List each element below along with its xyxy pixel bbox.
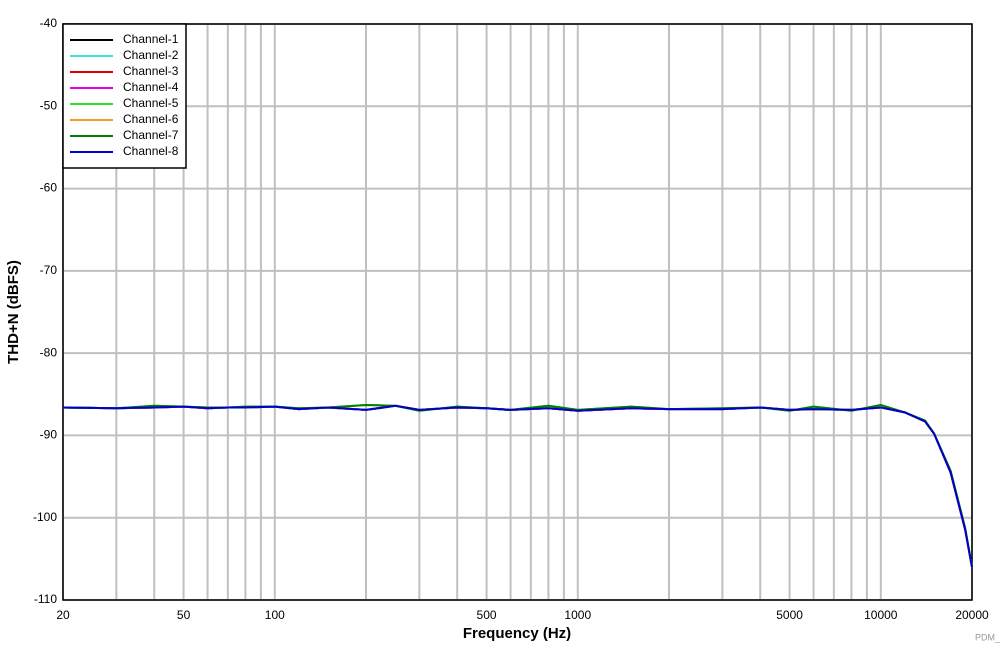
series-line	[62, 404, 973, 568]
y-tick-label: -80	[40, 345, 58, 359]
x-tick-label: 1000	[564, 608, 591, 622]
series-line	[62, 403, 973, 568]
y-tick-label: -40	[40, 16, 58, 30]
y-tick-label: -90	[40, 428, 58, 442]
legend-label: Channel-6	[123, 112, 179, 126]
legend-label: Channel-4	[123, 80, 179, 94]
x-tick-label: 10000	[864, 608, 898, 622]
x-tick-label: 50	[177, 608, 191, 622]
series-line	[62, 403, 973, 568]
x-tick-label: 5000	[776, 608, 803, 622]
series-line	[62, 404, 973, 568]
x-tick-label: 100	[265, 608, 285, 622]
y-tick-label: -70	[40, 263, 58, 277]
series-line	[62, 404, 973, 568]
x-tick-label: 500	[477, 608, 497, 622]
x-tick-label: 20000	[955, 608, 989, 622]
y-axis-title: THD+N (dBFS)	[5, 260, 22, 364]
legend-label: Channel-7	[123, 128, 179, 142]
series-line	[62, 404, 973, 568]
legend-label: Channel-5	[123, 96, 179, 110]
plot-frame	[62, 23, 973, 601]
y-tick-label: -60	[40, 181, 58, 195]
watermark: PDM_	[975, 632, 1001, 642]
x-axis-title: Frequency (Hz)	[463, 625, 571, 642]
x-tick-label: 20	[56, 608, 70, 622]
legend-label: Channel-8	[123, 144, 179, 158]
legend-box	[62, 23, 187, 169]
y-tick-label: -110	[34, 592, 57, 606]
series-line	[62, 404, 973, 568]
series-line	[62, 404, 973, 568]
legend-label: Channel-3	[123, 64, 179, 78]
legend-label: Channel-1	[123, 32, 179, 46]
legend-label: Channel-2	[123, 48, 179, 62]
y-tick-label: -100	[33, 510, 57, 524]
y-tick-label: -50	[40, 98, 58, 112]
